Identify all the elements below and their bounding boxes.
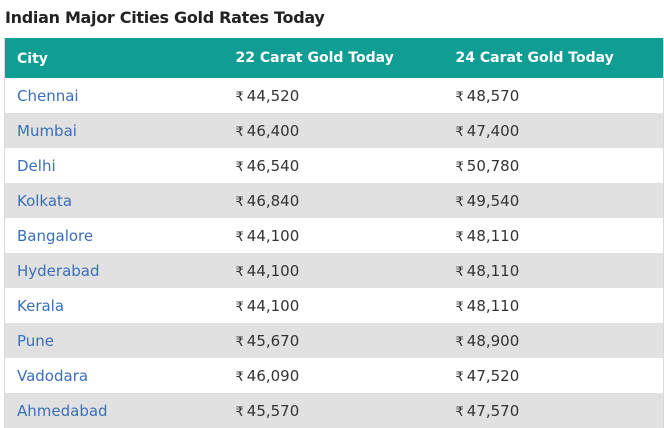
rate-22-carat-cell: ₹46,540 (224, 148, 444, 183)
city-link[interactable]: Bangalore (17, 226, 94, 245)
rate-24-carat-cell: ₹48,110 (444, 218, 664, 253)
rupee-icon: ₹ (455, 194, 464, 210)
rupee-icon: ₹ (235, 159, 244, 175)
rupee-icon: ₹ (455, 404, 464, 420)
rupee-icon: ₹ (455, 334, 464, 350)
rate-value: 48,570 (466, 86, 520, 105)
rupee-icon: ₹ (455, 299, 464, 315)
city-link[interactable]: Hyderabad (17, 261, 100, 280)
rupee-icon: ₹ (235, 229, 244, 245)
city-link[interactable]: Pune (17, 331, 55, 350)
rate-22-carat-cell: ₹45,670 (224, 323, 444, 358)
table-row: Delhi ₹46,540 ₹50,780 (4, 148, 664, 183)
rate-22-carat-cell: ₹46,090 (224, 358, 444, 393)
rate-22-carat-cell: ₹46,400 (224, 113, 444, 148)
rate-value: 46,090 (246, 366, 300, 385)
table-row: Ahmedabad ₹45,570 ₹47,570 (4, 393, 664, 428)
table-row: Pune ₹45,670 ₹48,900 (4, 323, 664, 358)
page-title: Indian Major Cities Gold Rates Today (5, 8, 325, 27)
table-row: Mumbai ₹46,400 ₹47,400 (4, 113, 664, 148)
rate-value: 49,540 (466, 191, 520, 210)
city-link[interactable]: Delhi (17, 156, 56, 175)
rate-value: 48,110 (466, 261, 520, 280)
rate-value: 48,110 (466, 296, 520, 315)
rate-value: 48,900 (466, 331, 520, 350)
rate-24-carat-cell: ₹49,540 (444, 183, 664, 218)
city-link[interactable]: Vadodara (17, 366, 89, 385)
rupee-icon: ₹ (455, 124, 464, 140)
rate-value: 47,520 (466, 366, 520, 385)
table-body: Chennai ₹44,520 ₹48,570 Mumbai ₹46,400 ₹47,40… (4, 78, 664, 428)
table-row: Chennai ₹44,520 ₹48,570 (4, 78, 664, 113)
rate-22-carat-cell: ₹44,100 (224, 288, 444, 323)
column-header-24-carat: 24 Carat Gold Today (455, 50, 614, 66)
rupee-icon: ₹ (235, 124, 244, 140)
table-header-row: City 22 Carat Gold Today 24 Carat Gold T… (4, 38, 664, 78)
rate-value: 44,100 (246, 226, 300, 245)
rate-value: 45,570 (246, 401, 300, 420)
rupee-icon: ₹ (455, 264, 464, 280)
column-header-22-carat: 22 Carat Gold Today (235, 50, 394, 66)
table-row: Kolkata ₹46,840 ₹49,540 (4, 183, 664, 218)
rupee-icon: ₹ (235, 404, 244, 420)
rupee-icon: ₹ (235, 89, 244, 105)
rate-24-carat-cell: ₹47,570 (444, 393, 664, 428)
city-link[interactable]: Chennai (17, 86, 79, 105)
rupee-icon: ₹ (235, 194, 244, 210)
rate-value: 44,520 (246, 86, 300, 105)
rate-24-carat-cell: ₹47,520 (444, 358, 664, 393)
rupee-icon: ₹ (235, 369, 244, 385)
rupee-icon: ₹ (455, 369, 464, 385)
city-link[interactable]: Ahmedabad (17, 401, 108, 420)
rate-24-carat-cell: ₹47,400 (444, 113, 664, 148)
rate-24-carat-cell: ₹48,110 (444, 288, 664, 323)
rate-value: 48,110 (466, 226, 520, 245)
rate-24-carat-cell: ₹48,110 (444, 253, 664, 288)
rate-value: 46,840 (246, 191, 300, 210)
table-row: Kerala ₹44,100 ₹48,110 (4, 288, 664, 323)
rate-24-carat-cell: ₹50,780 (444, 148, 664, 183)
rupee-icon: ₹ (235, 264, 244, 280)
city-link[interactable]: Kerala (17, 296, 65, 315)
rate-24-carat-cell: ₹48,900 (444, 323, 664, 358)
rate-value: 46,400 (246, 121, 300, 140)
column-header-city: City (17, 51, 48, 67)
rate-value: 44,100 (246, 296, 300, 315)
rupee-icon: ₹ (455, 89, 464, 105)
rate-22-carat-cell: ₹44,100 (224, 218, 444, 253)
rate-value: 50,780 (466, 156, 520, 175)
rupee-icon: ₹ (455, 159, 464, 175)
table-row: Vadodara ₹46,090 ₹47,520 (4, 358, 664, 393)
rate-value: 47,400 (466, 121, 520, 140)
city-link[interactable]: Mumbai (17, 121, 77, 140)
rate-22-carat-cell: ₹45,570 (224, 393, 444, 428)
table-row: Hyderabad ₹44,100 ₹48,110 (4, 253, 664, 288)
rate-value: 44,100 (246, 261, 300, 280)
rupee-icon: ₹ (235, 334, 244, 350)
rupee-icon: ₹ (235, 299, 244, 315)
city-link[interactable]: Kolkata (17, 191, 73, 210)
rate-value: 45,670 (246, 331, 300, 350)
rate-value: 47,570 (466, 401, 520, 420)
gold-rates-table: City 22 Carat Gold Today 24 Carat Gold T… (4, 38, 664, 428)
rate-22-carat-cell: ₹44,100 (224, 253, 444, 288)
rate-value: 46,540 (246, 156, 300, 175)
rate-22-carat-cell: ₹46,840 (224, 183, 444, 218)
table-row: Bangalore ₹44,100 ₹48,110 (4, 218, 664, 253)
rate-22-carat-cell: ₹44,520 (224, 78, 444, 113)
rupee-icon: ₹ (455, 229, 464, 245)
rate-24-carat-cell: ₹48,570 (444, 78, 664, 113)
